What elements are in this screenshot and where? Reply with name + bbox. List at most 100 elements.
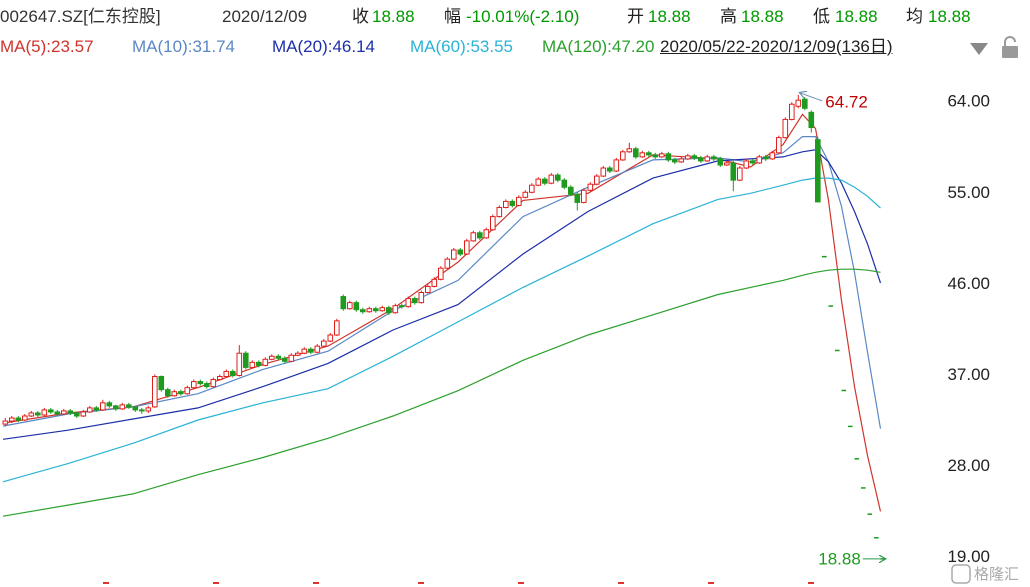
candle-body (340, 296, 347, 310)
field-value: -10.01%(-2.10) (466, 7, 580, 26)
field-label: 开 (627, 7, 644, 26)
candle-body (360, 309, 366, 313)
annotation-label: 18.88 (818, 549, 861, 568)
candle-body (418, 292, 425, 304)
candle-body (327, 334, 334, 342)
candle-body (652, 154, 659, 158)
candle-body (405, 298, 412, 308)
candle-body (483, 229, 490, 239)
candle-body (516, 196, 522, 206)
candle-body (711, 156, 717, 160)
candle-body (724, 162, 730, 166)
candle-body (67, 410, 74, 414)
legend-entry[interactable]: MA(5):23.57 (0, 37, 94, 56)
candle-body (581, 189, 587, 203)
legend-entry[interactable]: MA(10):31.74 (132, 37, 235, 56)
candle-body (295, 352, 301, 356)
legend-entry[interactable]: MA(60):53.55 (410, 37, 513, 56)
candle-body (197, 381, 204, 385)
candle-body (769, 152, 776, 160)
watermark: 格隆汇 (951, 564, 1019, 584)
candle-body (269, 355, 275, 360)
candle-body (9, 417, 15, 422)
candle-body (633, 148, 639, 158)
candle-body (334, 320, 340, 336)
candle-body (548, 174, 555, 184)
stock-code: 002647.SZ[仁东控股] (0, 7, 161, 26)
candle-body (191, 381, 197, 389)
candle-body (704, 156, 711, 162)
lock-body (1002, 46, 1018, 58)
candle-body (321, 340, 327, 347)
candle-body (379, 307, 386, 312)
candle-body (152, 376, 158, 408)
candle-body (100, 402, 106, 411)
candle-body (282, 357, 288, 362)
candle-body (646, 152, 652, 156)
candle-body (678, 158, 685, 163)
candle-body (438, 267, 444, 280)
candle-body (217, 376, 223, 381)
watermark-text: 格隆汇 (974, 566, 1019, 583)
candle-body (607, 167, 613, 172)
candle-body (717, 158, 724, 166)
candle-body (28, 412, 35, 417)
candle-body (795, 99, 802, 107)
y-tick-label: 19.00 (947, 547, 990, 566)
field-label: 收 (352, 7, 369, 26)
candle-body (639, 152, 646, 158)
field-value: 18.88 (648, 7, 691, 26)
candle-body (48, 409, 54, 413)
candle-body (730, 162, 737, 181)
y-tick-label: 46.00 (947, 274, 990, 293)
field-value: 18.88 (741, 7, 784, 26)
candle-body (685, 155, 691, 160)
candle-body (659, 153, 665, 158)
annotation-arrow (800, 93, 823, 102)
candle-body (535, 178, 542, 186)
candle-body (243, 352, 249, 368)
legend-entry[interactable]: MA(120):47.20 (542, 37, 655, 56)
annotation-label: 64.72 (825, 92, 868, 111)
candle-body (691, 155, 698, 159)
candle-body (288, 354, 295, 362)
candle-body (756, 156, 763, 164)
candle-body (750, 160, 756, 164)
candle-body (119, 404, 126, 410)
candle-body (561, 179, 568, 188)
lock-shackle (1004, 36, 1016, 46)
candle-body (2, 420, 9, 425)
candle-body (301, 348, 308, 354)
candle-body (789, 103, 795, 120)
candle-body (308, 348, 314, 353)
candle-body (457, 249, 464, 255)
lock-icon[interactable] (1002, 36, 1018, 58)
candle-body (171, 391, 178, 397)
candle-body (626, 148, 633, 153)
candle-body (555, 174, 561, 181)
candle-body (210, 379, 217, 388)
candle-body (620, 151, 626, 161)
field-label: 高 (720, 7, 737, 26)
y-tick-label: 64.00 (947, 92, 990, 111)
candle-body (737, 167, 743, 181)
candle-body (425, 285, 431, 293)
candle-body (529, 184, 535, 193)
candle-body (763, 156, 769, 160)
candle-body (184, 387, 191, 395)
candle-body (256, 361, 262, 366)
legend-entry[interactable]: MA(20):46.14 (272, 37, 375, 56)
field-label: 幅 (444, 7, 461, 26)
watermark-icon (951, 564, 971, 584)
date-range[interactable]: 2020/05/22-2020/12/09(136日) (660, 37, 893, 57)
candle-body (776, 137, 782, 154)
candle-body (503, 200, 509, 208)
candle-body (808, 111, 815, 129)
candle-body (522, 191, 529, 198)
candle-body (22, 415, 28, 421)
candle-body (106, 402, 113, 407)
candle-body (230, 370, 236, 377)
field-value: 18.88 (928, 7, 971, 26)
candle-body (802, 98, 808, 109)
dropdown-icon[interactable] (970, 43, 988, 55)
